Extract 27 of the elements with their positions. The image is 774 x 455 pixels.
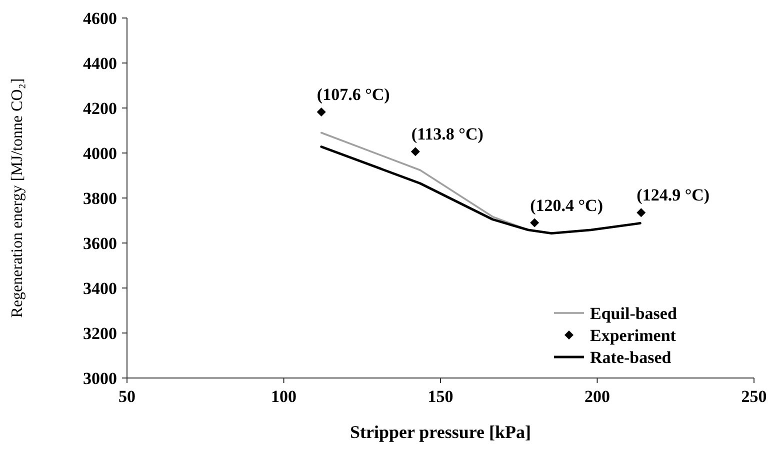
y-tick-label: 3800 xyxy=(83,189,117,208)
y-tick-label: 3400 xyxy=(83,279,117,298)
point xyxy=(410,147,420,156)
y-tick-label: 3000 xyxy=(83,369,117,388)
y-tick-label: 4000 xyxy=(83,144,117,163)
point xyxy=(636,208,646,218)
y-tick-label: 4400 xyxy=(83,54,117,73)
annotation: (107.6 °C) xyxy=(316,85,390,104)
y-tick-label: 4200 xyxy=(83,99,117,118)
legend-label: Experiment xyxy=(590,326,676,345)
x-tick-label: 200 xyxy=(584,387,610,406)
legend-label: Rate-based xyxy=(590,348,672,367)
point xyxy=(316,108,326,117)
x-tick-label: 100 xyxy=(271,387,296,406)
annotation: (124.9 °C) xyxy=(636,186,710,205)
x-tick-label: 50 xyxy=(118,387,136,406)
x-axis-title: Stripper pressure [kPa] xyxy=(350,422,532,442)
y-axis-title: Regeneration energy [MJ/tonne CO₂] xyxy=(9,78,26,318)
annotation: (120.4 °C) xyxy=(530,196,604,215)
y-tick-label: 3600 xyxy=(83,234,117,253)
y-tick-label: 4600 xyxy=(83,9,117,28)
x-tick-label: 250 xyxy=(741,387,767,406)
legend-label: Equil-based xyxy=(590,304,678,323)
annotation: (113.8 °C) xyxy=(411,124,484,144)
y-tick-label: 3200 xyxy=(83,324,117,343)
x-tick-label: 150 xyxy=(428,387,454,406)
point xyxy=(530,218,540,228)
